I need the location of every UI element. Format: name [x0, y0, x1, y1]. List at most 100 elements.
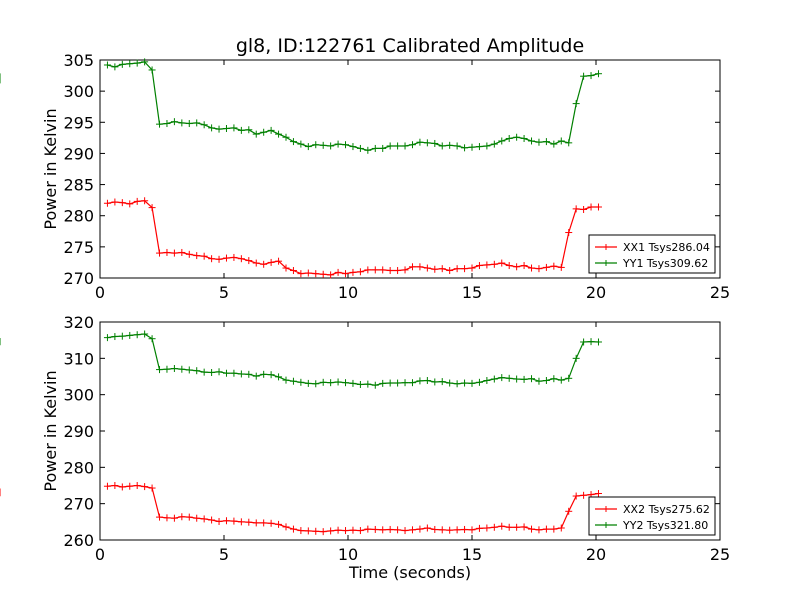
data-point [304, 527, 312, 535]
data-point [111, 482, 119, 489]
data-point [535, 526, 543, 534]
data-point [208, 124, 216, 132]
data-point [594, 70, 602, 78]
data-point [148, 204, 156, 212]
x-axis-label: Time (seconds) [348, 563, 471, 582]
data-point [156, 513, 164, 521]
data-point [483, 524, 491, 532]
data-point [401, 142, 409, 150]
data-point [141, 330, 149, 338]
data-point [401, 379, 409, 387]
data-point [364, 525, 372, 533]
data-point [438, 378, 446, 386]
data-point [215, 368, 223, 376]
data-point [580, 338, 588, 346]
data-point [416, 377, 424, 385]
data-point [200, 368, 208, 376]
y-tick-label: 275 [63, 238, 94, 257]
data-point [327, 271, 335, 279]
data-point [386, 525, 394, 533]
data-point [185, 366, 193, 374]
data-point [475, 262, 483, 270]
data-point [170, 118, 178, 126]
data-point [468, 143, 476, 151]
y-tick-label: 285 [63, 176, 94, 195]
data-point [423, 139, 431, 147]
data-point [349, 268, 357, 276]
data-point [401, 527, 409, 535]
data-point [334, 140, 342, 148]
data-point [304, 269, 312, 277]
data-point [535, 138, 543, 146]
data-point [342, 270, 350, 278]
data-point [446, 526, 454, 534]
y-tick-label: 295 [63, 113, 94, 132]
data-point [289, 377, 297, 385]
data-point [126, 200, 134, 208]
data-point [252, 372, 260, 380]
data-point [565, 139, 573, 147]
data-point [528, 264, 536, 272]
data-point [468, 526, 476, 534]
data-point [446, 141, 454, 149]
data-point [260, 128, 268, 136]
data-point [185, 513, 193, 521]
data-point [148, 66, 156, 74]
data-point [126, 331, 134, 339]
data-point [178, 365, 186, 373]
data-point [356, 527, 364, 535]
data-point [222, 369, 230, 377]
data-point [193, 367, 201, 375]
data-point [118, 60, 126, 68]
data-point [126, 482, 134, 490]
data-point [319, 378, 327, 386]
data-point [490, 260, 498, 268]
data-point [148, 335, 156, 343]
data-point [498, 374, 506, 382]
legend-item: XX1 Tsys286.04 [595, 241, 710, 254]
data-point [222, 517, 230, 525]
data-point [520, 134, 528, 142]
y-tick-label: 305 [63, 51, 94, 70]
data-point [282, 133, 290, 141]
legend-item: YY2 Tsys321.80 [595, 519, 708, 532]
data-point [438, 265, 446, 273]
data-point [342, 379, 350, 387]
data-point [498, 137, 506, 145]
data-point [237, 370, 245, 378]
data-point [572, 492, 580, 500]
top-panel: 0 5 10 15 20 25 270 275 280 285 290 295 300 305 Power … [0, 51, 730, 302]
data-point [468, 264, 476, 272]
legend: XX1 Tsys286.04 YY1 Tsys309.62 [588, 234, 716, 274]
data-point [297, 378, 305, 386]
data-point [103, 199, 111, 207]
data-point [386, 379, 394, 387]
data-point [289, 267, 297, 275]
data-point [111, 333, 119, 341]
data-point [170, 514, 178, 522]
data-point [572, 205, 580, 213]
data-point [349, 143, 357, 151]
data-point [394, 267, 402, 275]
data-point [133, 59, 141, 67]
data-point [297, 270, 305, 278]
y-tick-label: 270 [63, 269, 94, 288]
x-tick-label: 5 [219, 545, 229, 564]
data-point [260, 260, 268, 268]
y-axis-label: Power in Kelvin [41, 370, 60, 491]
data-point [364, 266, 372, 274]
data-point [394, 142, 402, 150]
data-point [557, 524, 565, 532]
data-point [550, 525, 558, 533]
data-point [513, 133, 521, 141]
data-point [416, 138, 424, 146]
x-tick-label: 25 [710, 283, 730, 302]
data-point [542, 263, 550, 271]
data-point [327, 142, 335, 150]
data-point [408, 263, 416, 271]
data-point [319, 141, 327, 149]
data-point [401, 266, 409, 274]
data-point [267, 371, 275, 379]
data-point [252, 259, 260, 267]
data-point [237, 518, 245, 526]
